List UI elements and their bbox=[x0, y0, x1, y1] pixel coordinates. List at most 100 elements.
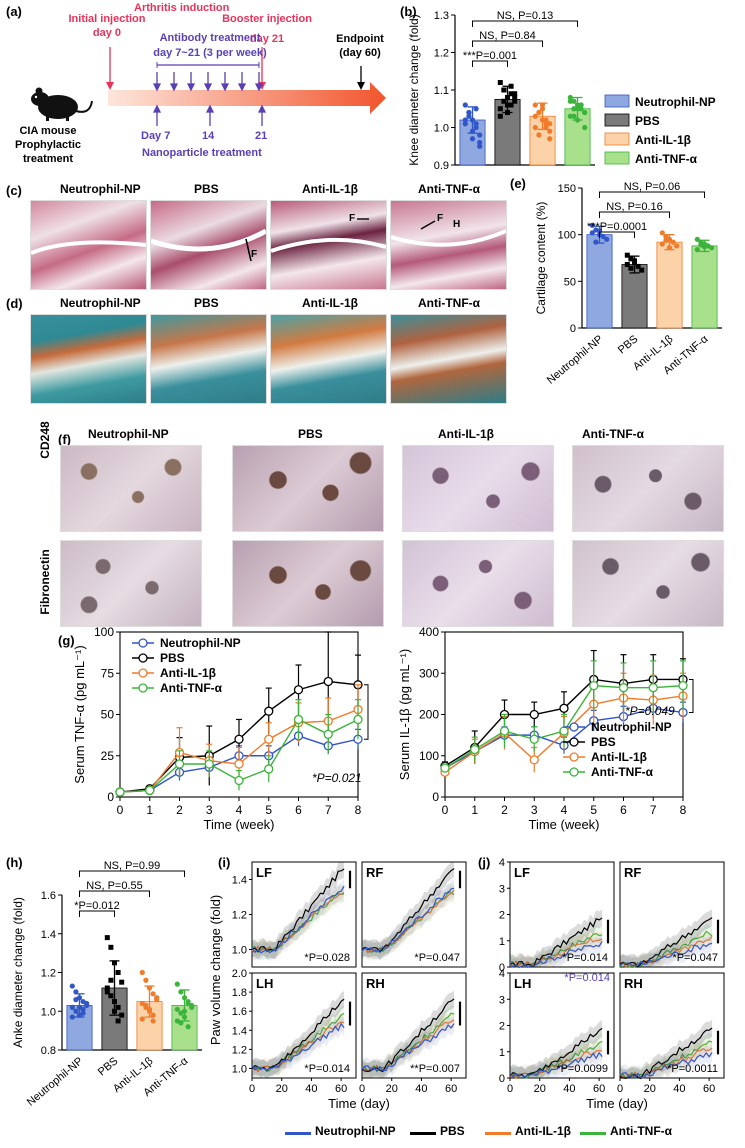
x-tick-label: 20 bbox=[534, 1083, 546, 1095]
sig-bracket bbox=[472, 60, 508, 67]
data-point bbox=[293, 714, 304, 725]
d-title-3: Anti-IL-1β bbox=[302, 296, 358, 310]
data-point bbox=[574, 106, 581, 112]
y-tick-label: 1.4 bbox=[232, 875, 247, 887]
data-point bbox=[582, 124, 588, 131]
legend-marker bbox=[569, 737, 579, 747]
legend-marker bbox=[138, 653, 148, 663]
sig-label: *P=0.0011 bbox=[667, 1063, 718, 1075]
data-point bbox=[112, 1008, 117, 1014]
f-title-2: PBS bbox=[298, 427, 323, 441]
panel-label-h: (h) bbox=[6, 855, 23, 870]
chart-j: LF 0 1 2 3 4 *P=0.014 *P=0.014 RF *P=0.047 LH 0 1 2 3 4… bbox=[478, 857, 725, 1111]
error-band-pbs bbox=[620, 909, 713, 967]
series-line-pbs bbox=[361, 998, 455, 1073]
data-point bbox=[76, 1004, 83, 1010]
x-tick-label: 5 bbox=[590, 803, 597, 817]
data-point bbox=[69, 1004, 75, 1010]
data-point bbox=[536, 132, 542, 138]
endpoint-day: (day 60) bbox=[339, 47, 381, 59]
y-tick-label: 100 bbox=[558, 230, 576, 242]
legend-label-anti-il1b: Anti-IL-1β bbox=[515, 1124, 571, 1138]
data-point bbox=[567, 113, 573, 119]
y-tick-label: 1.4 bbox=[41, 929, 56, 941]
data-point bbox=[543, 124, 549, 131]
series-line-anti-tnf bbox=[251, 1012, 345, 1072]
series-line-neutrophil-np bbox=[509, 1051, 603, 1078]
y-tick-label: 2 bbox=[499, 910, 505, 922]
chart-g-il1b: 0 100 200 300 400 0 1 2 3 4 5 6 7 8 Time (week) Serum I… bbox=[397, 625, 694, 832]
data-point bbox=[466, 109, 472, 116]
data-point bbox=[543, 121, 549, 127]
subplot-label-lf: LF bbox=[514, 865, 530, 880]
legend-marker bbox=[569, 722, 579, 732]
data-point bbox=[639, 267, 645, 273]
sig-label: *P=0.012 bbox=[74, 900, 120, 912]
data-point bbox=[659, 241, 665, 247]
sig-label: *P=0.014 bbox=[562, 952, 608, 964]
data-point bbox=[264, 764, 274, 774]
timeline-arrow bbox=[108, 82, 386, 114]
data-point bbox=[529, 734, 539, 744]
y-axis-title: Serum TNF-α (pg mL⁻¹) bbox=[72, 645, 87, 783]
data-point bbox=[589, 680, 599, 691]
np-day7: Day 7 bbox=[141, 130, 171, 142]
data-point bbox=[532, 113, 538, 119]
data-point bbox=[469, 117, 476, 123]
data-point bbox=[512, 91, 518, 97]
data-point bbox=[670, 239, 676, 245]
x-tick-label: 8 bbox=[355, 803, 362, 817]
data-point bbox=[178, 1020, 184, 1026]
data-point bbox=[567, 94, 573, 101]
error-band-anti-tnf bbox=[620, 922, 713, 967]
data-point bbox=[694, 247, 700, 253]
x-tick-label: 4 bbox=[236, 803, 243, 817]
legend-label-anti-tnf: Anti-TNF-α bbox=[591, 765, 654, 779]
subplot-frame-rh bbox=[619, 972, 725, 1079]
data-point bbox=[146, 985, 153, 991]
data-point bbox=[547, 136, 553, 142]
data-point bbox=[501, 98, 507, 104]
timeline-schematic bbox=[31, 47, 386, 126]
x-tick-label: 20 bbox=[644, 1083, 656, 1095]
x-axis-title: Time (week) bbox=[528, 817, 599, 832]
sig-label: ***P=0.001 bbox=[463, 50, 517, 62]
data-point bbox=[112, 999, 117, 1005]
data-point bbox=[578, 102, 584, 108]
data-point bbox=[139, 969, 145, 976]
series-line-anti-il-1 bbox=[251, 1021, 345, 1073]
error-band-pbs bbox=[362, 862, 455, 961]
series-line-anti-tnf bbox=[619, 930, 713, 968]
sig-label: NS, P=0.16 bbox=[606, 201, 663, 213]
x-tick-label: 3 bbox=[531, 803, 538, 817]
sig-label: *P=0.014 bbox=[304, 1063, 350, 1075]
data-point bbox=[150, 991, 156, 997]
data-point bbox=[663, 237, 669, 243]
series-line-anti-il-1 bbox=[509, 1049, 603, 1080]
data-point bbox=[589, 230, 595, 236]
x-tick-label: 8 bbox=[680, 803, 687, 817]
data-point bbox=[604, 236, 610, 242]
legend-swatch-neutrophil-np bbox=[285, 1132, 311, 1135]
f-title-4: Anti-TNF-α bbox=[582, 427, 645, 441]
y-axis-title: Cartilage content (%) bbox=[534, 202, 548, 315]
y-tick-label: 0.8 bbox=[41, 1045, 56, 1057]
y-tick-label: 25 bbox=[101, 749, 115, 763]
error-band-neutrophil-np bbox=[252, 1015, 345, 1078]
data-point bbox=[112, 960, 117, 966]
data-point bbox=[574, 102, 581, 108]
y-tick-label: 300 bbox=[419, 666, 439, 680]
ihc-fibronectin-pbs bbox=[232, 540, 384, 627]
x-tick-label: 20 bbox=[386, 1083, 398, 1095]
data-point bbox=[582, 109, 588, 116]
y-tick-label: 1.6 bbox=[232, 1006, 247, 1018]
data-point bbox=[150, 1018, 156, 1024]
data-point bbox=[150, 1012, 156, 1018]
data-point bbox=[473, 124, 479, 131]
data-point bbox=[104, 935, 110, 941]
sig-bracket bbox=[599, 211, 670, 218]
data-point bbox=[154, 995, 160, 1001]
c-annot-h: H bbox=[453, 219, 460, 230]
data-point bbox=[470, 744, 480, 755]
